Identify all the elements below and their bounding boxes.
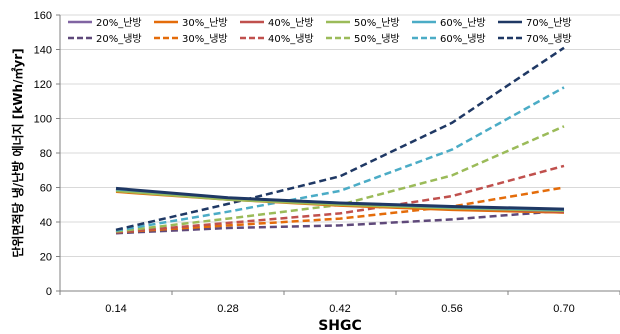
legend-label: 30%_냉방 [182,33,228,45]
series-line-70%_냉방 [115,46,565,232]
x-axis-title: SHGC [318,318,362,334]
y-tick-label: 100 [34,114,52,126]
x-axis-ticks: 0.14 0.28 0.42 0.56 0.70 [59,291,620,315]
y-tick-label: 160 [34,10,52,22]
legend-label: 70%_난방 [526,17,572,29]
legend-label: 50%_난방 [354,17,400,29]
series-line-30%_냉방 [115,186,565,234]
y-tick-label: 20 [40,252,52,264]
legend-label: 40%_난방 [268,17,314,29]
legend-label: 70%_냉방 [526,33,572,45]
y-axis-ticks: 0 20 40 60 80 100 120 140 160 [34,10,60,298]
legend-label: 30%_난방 [182,17,228,29]
legend-label: 20%_난방 [96,17,142,29]
x-tick-label: 0.70 [553,303,574,315]
x-tick-label: 0.28 [217,303,238,315]
legend-label: 50%_냉방 [354,33,400,45]
y-tick-label: 0 [46,286,52,298]
legend-label: 60%_냉방 [440,33,486,45]
series-line-60%_냉방 [115,86,565,232]
y-axis-title: 단위면적당 냉/난방 에너지 [kWh/㎡yr] [10,48,25,257]
series-line-20%_냉방 [115,209,565,235]
legend-label: 40%_냉방 [268,33,314,45]
series-lines [115,46,565,235]
x-tick-label: 0.42 [329,303,350,315]
series-line-40%_냉방 [115,164,565,234]
y-tick-label: 140 [34,45,52,57]
legend-label: 60%_난방 [440,17,486,29]
legend-label: 20%_냉방 [96,33,142,45]
x-tick-label: 0.56 [441,303,462,315]
legend: 20%_난방 30%_난방 40%_난방 50%_난방 60%_난방 70%_난방 20%_… [68,17,572,45]
x-tick-label: 0.14 [105,303,126,315]
y-tick-label: 120 [34,79,52,91]
y-tick-label: 80 [40,148,52,160]
y-tick-label: 60 [40,183,52,195]
y-tick-label: 40 [40,217,52,229]
series-line-70%_난방 [115,186,565,211]
